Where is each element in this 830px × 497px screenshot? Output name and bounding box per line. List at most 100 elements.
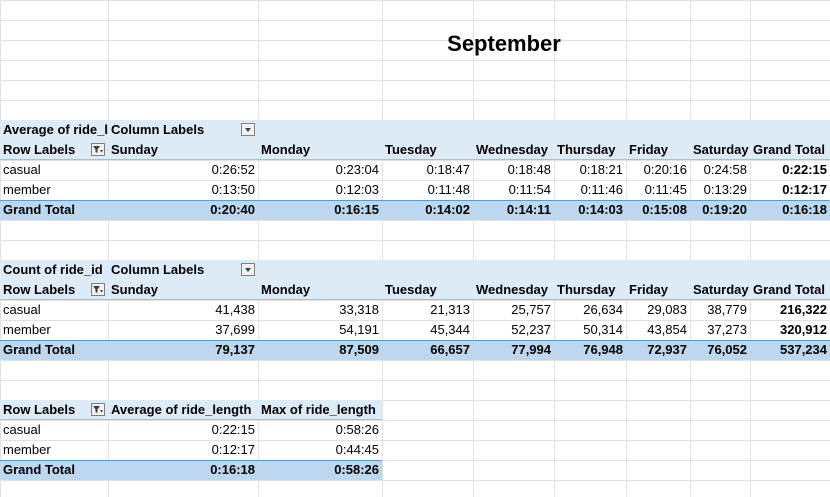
data-cell: 33,318 <box>339 302 379 317</box>
grand-total-cell: 0:14:02 <box>425 202 470 217</box>
data-cell: 216,322 <box>780 302 827 317</box>
pivot2-label-band <box>0 260 830 280</box>
data-cell: 0:12:17 <box>782 182 827 197</box>
grand-total-cell: 79,137 <box>215 342 255 357</box>
grand-total-cell: 0:14:11 <box>506 202 551 217</box>
column-labels-dropdown-icon[interactable] <box>241 123 255 136</box>
pivot-value-field: Average of ride_l <box>3 122 108 137</box>
row-label: casual <box>3 422 41 437</box>
data-cell: 0:58:26 <box>335 422 379 437</box>
pivot-value-field: Count of ride_id <box>3 262 103 277</box>
data-cell: 0:12:03 <box>335 182 379 197</box>
grand-total-cell: 0:58:26 <box>334 462 379 477</box>
data-cell: 0:11:54 <box>508 182 551 197</box>
pivot3-total-band <box>0 460 382 480</box>
data-cell: 0:18:21 <box>579 162 623 177</box>
data-cell: 43,854 <box>647 322 687 337</box>
grand-total-label: Grand Total <box>3 342 75 357</box>
grand-total-label: Grand Total <box>3 202 75 217</box>
data-cell: 0:24:58 <box>703 162 747 177</box>
data-cell: 0:11:46 <box>580 182 623 197</box>
column-header: Grand Total <box>753 142 825 157</box>
data-cell: 26,634 <box>583 302 623 317</box>
pivot2-total-band <box>0 340 830 360</box>
data-cell: 38,779 <box>707 302 747 317</box>
column-header: Monday <box>261 142 311 157</box>
data-cell: 0:13:29 <box>703 182 747 197</box>
data-cell: 52,237 <box>511 322 551 337</box>
row-labels-header: Row Labels <box>3 282 76 297</box>
data-cell: 0:12:17 <box>211 442 255 457</box>
grand-total-cell: 0:19:20 <box>702 202 747 217</box>
grand-total-cell: 76,052 <box>707 342 747 357</box>
data-cell: 0:20:16 <box>643 162 687 177</box>
column-header: Wednesday <box>476 142 549 157</box>
column-labels-header: Column Labels <box>111 262 205 277</box>
data-cell: 41,438 <box>215 302 255 317</box>
column-header: Tuesday <box>385 282 437 297</box>
column-labels-header: Column Labels <box>111 122 205 137</box>
data-cell: 0:44:45 <box>335 442 379 457</box>
data-cell: 21,313 <box>430 302 470 317</box>
data-cell: 0:11:45 <box>644 182 687 197</box>
grand-total-cell: 72,937 <box>647 342 687 357</box>
column-header: Thursday <box>557 142 616 157</box>
pivot1-total-band <box>0 200 830 220</box>
pivot2-header-band <box>0 280 830 300</box>
row-labels-header: Row Labels <box>3 402 76 417</box>
data-cell: 320,912 <box>780 322 827 337</box>
data-cell: 0:26:52 <box>211 162 255 177</box>
data-cell: 0:13:50 <box>211 182 255 197</box>
grand-total-cell: 76,948 <box>583 342 623 357</box>
column-header: Sunday <box>111 282 158 297</box>
column-header: Average of ride_length <box>111 402 252 417</box>
column-header: Thursday <box>557 282 616 297</box>
data-cell: 37,699 <box>215 322 255 337</box>
pivot1-label-band <box>0 120 830 140</box>
column-header: Max of ride_length <box>261 402 376 417</box>
column-labels-dropdown-icon[interactable] <box>241 263 255 276</box>
row-label: casual <box>3 162 41 177</box>
column-header: Friday <box>629 142 669 157</box>
grand-total-cell: 87,509 <box>339 342 379 357</box>
grand-total-cell: 77,994 <box>511 342 551 357</box>
column-header: Tuesday <box>385 142 437 157</box>
grand-total-cell: 0:16:18 <box>210 462 255 477</box>
data-cell: 0:18:48 <box>507 162 551 177</box>
grand-total-cell: 0:16:15 <box>334 202 379 217</box>
data-cell: 0:22:15 <box>782 162 827 177</box>
column-header: Monday <box>261 282 311 297</box>
data-cell: 0:18:47 <box>426 162 470 177</box>
column-header: Saturday <box>693 282 749 297</box>
data-cell: 0:23:04 <box>335 162 379 177</box>
row-label: member <box>3 322 51 337</box>
row-labels-header: Row Labels <box>3 142 76 157</box>
grand-total-cell: 0:20:40 <box>210 202 255 217</box>
sheet-title: September <box>447 31 561 56</box>
column-header: Saturday <box>693 142 749 157</box>
pivot1-header-band <box>0 140 830 160</box>
data-cell: 0:22:15 <box>211 422 255 437</box>
column-header: Friday <box>629 282 669 297</box>
grand-total-cell: 0:16:18 <box>782 202 827 217</box>
row-labels-filter-icon[interactable] <box>91 403 105 416</box>
grand-total-cell: 66,657 <box>430 342 470 357</box>
column-header: Wednesday <box>476 282 549 297</box>
data-cell: 54,191 <box>339 322 379 337</box>
row-label: member <box>3 442 51 457</box>
row-label: member <box>3 182 51 197</box>
grand-total-label: Grand Total <box>3 462 75 477</box>
data-cell: 50,314 <box>583 322 623 337</box>
data-cell: 25,757 <box>511 302 551 317</box>
row-labels-filter-icon[interactable] <box>91 143 105 156</box>
grand-total-cell: 537,234 <box>780 342 827 357</box>
grand-total-cell: 0:15:08 <box>642 202 687 217</box>
data-cell: 45,344 <box>430 322 470 337</box>
data-cell: 0:11:48 <box>427 182 470 197</box>
row-label: casual <box>3 302 41 317</box>
grand-total-cell: 0:14:03 <box>578 202 623 217</box>
column-header: Grand Total <box>753 282 825 297</box>
row-labels-filter-icon[interactable] <box>91 283 105 296</box>
data-cell: 29,083 <box>647 302 687 317</box>
column-header: Sunday <box>111 142 158 157</box>
